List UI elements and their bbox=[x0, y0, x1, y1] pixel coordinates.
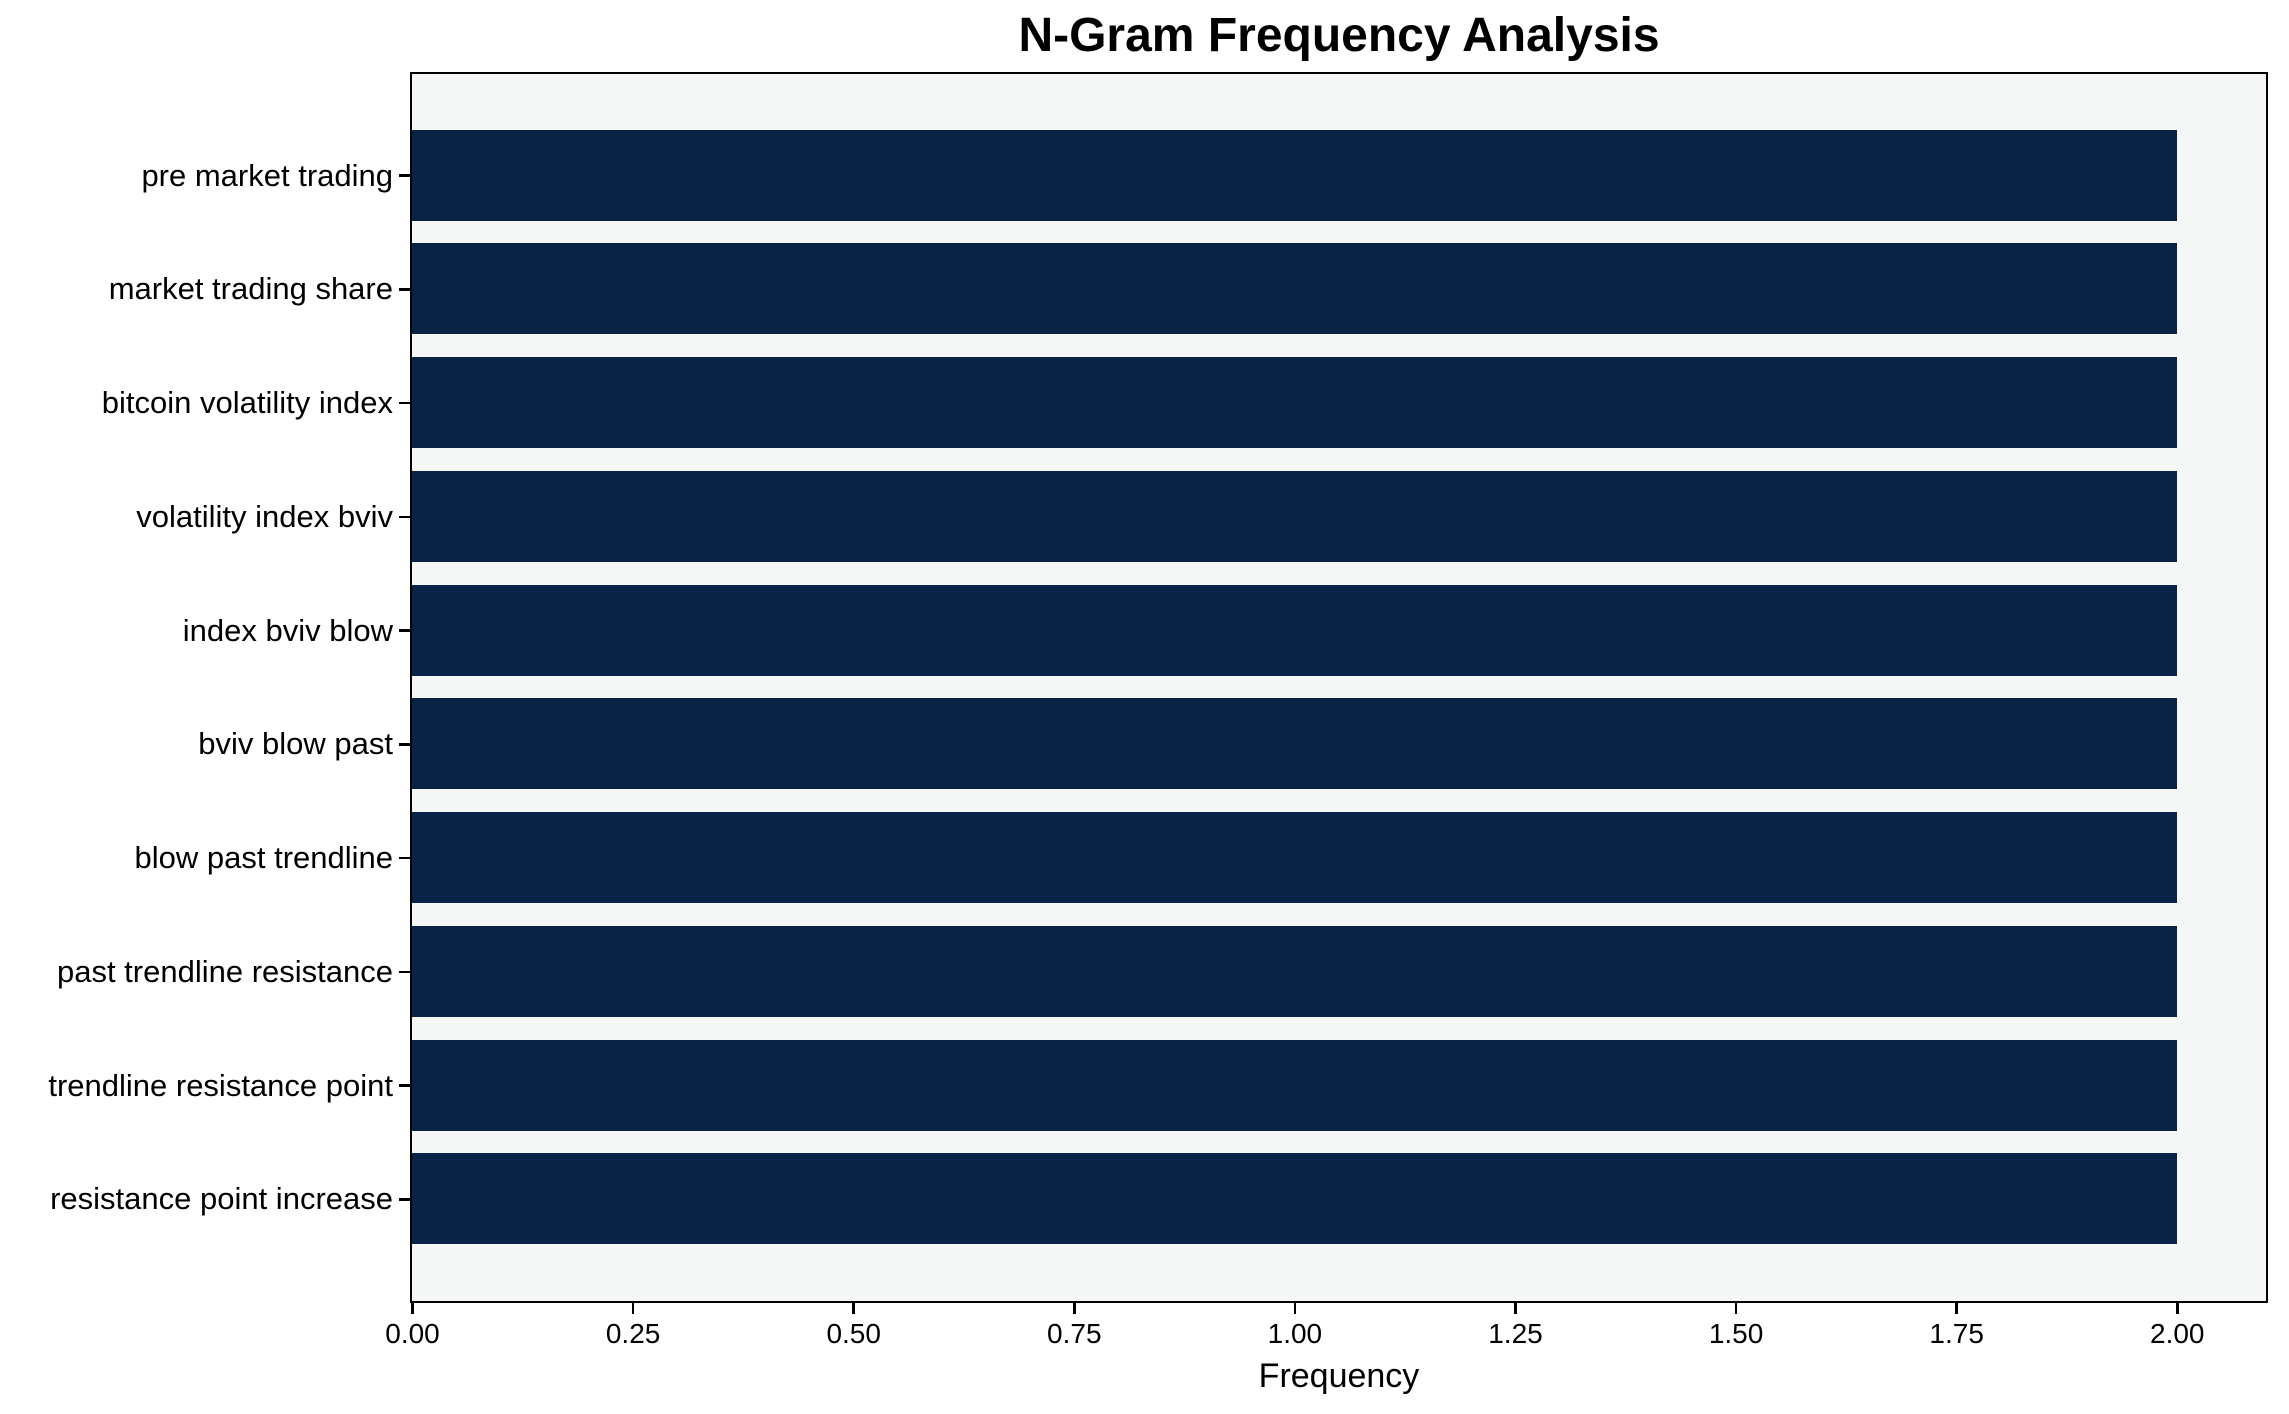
y-tick bbox=[399, 629, 410, 632]
y-axis-label: bitcoin volatility index bbox=[101, 385, 393, 421]
x-tick-label: 0.75 bbox=[1047, 1318, 1102, 1349]
bar bbox=[412, 470, 2177, 562]
chart-title: N-Gram Frequency Analysis bbox=[1018, 9, 1660, 62]
x-tick-label: 0.50 bbox=[826, 1318, 881, 1349]
y-axis-label: resistance point increase bbox=[50, 1181, 393, 1217]
x-tick bbox=[1293, 1303, 1297, 1314]
y-axis-label: blow past trendline bbox=[134, 840, 394, 876]
x-tick bbox=[411, 1303, 414, 1314]
y-axis-label: volatility index bviv bbox=[136, 498, 393, 534]
x-tick bbox=[1734, 1303, 1738, 1314]
y-axis-label: market trading share bbox=[108, 271, 393, 307]
bar bbox=[412, 129, 2177, 221]
bar bbox=[412, 1153, 2177, 1245]
x-tick-label: 1.75 bbox=[1929, 1318, 1984, 1349]
x-tick-label: 1.00 bbox=[1267, 1318, 1323, 1349]
x-axis-label: Frequency bbox=[1258, 1357, 1420, 1395]
y-tick bbox=[399, 401, 410, 405]
bar bbox=[412, 1039, 2177, 1131]
y-axis-label: bviv blow past bbox=[198, 726, 393, 762]
x-tick-label: 0.00 bbox=[385, 1318, 440, 1349]
x-tick bbox=[1514, 1303, 1517, 1314]
y-axis-label: index bviv blow bbox=[182, 612, 393, 648]
y-tick bbox=[399, 856, 410, 860]
x-tick bbox=[2176, 1303, 2179, 1314]
bar bbox=[412, 243, 2177, 335]
y-tick bbox=[399, 743, 410, 746]
y-tick bbox=[399, 174, 410, 177]
x-tick bbox=[1955, 1303, 1958, 1314]
x-tick bbox=[631, 1303, 635, 1314]
y-tick bbox=[399, 1198, 410, 1201]
y-tick bbox=[399, 515, 410, 519]
y-axis-label: pre market trading bbox=[141, 157, 393, 193]
x-tick-label: 2.00 bbox=[2150, 1318, 2205, 1349]
bar bbox=[412, 812, 2177, 904]
x-tick-label: 1.50 bbox=[1708, 1318, 1764, 1349]
y-tick bbox=[399, 1084, 410, 1087]
x-tick-label: 0.25 bbox=[605, 1318, 661, 1349]
bar bbox=[412, 584, 2177, 676]
bar bbox=[412, 698, 2177, 790]
x-tick bbox=[1073, 1303, 1076, 1314]
x-tick bbox=[852, 1303, 855, 1314]
x-tick-label: 1.25 bbox=[1488, 1318, 1543, 1349]
y-axis-label: past trendline resistance bbox=[56, 953, 393, 989]
plot-area bbox=[410, 72, 2268, 1303]
y-tick bbox=[399, 970, 410, 974]
y-tick bbox=[399, 288, 410, 291]
y-axis-label: trendline resistance point bbox=[48, 1067, 393, 1103]
bar bbox=[412, 357, 2177, 449]
bar bbox=[412, 925, 2177, 1017]
